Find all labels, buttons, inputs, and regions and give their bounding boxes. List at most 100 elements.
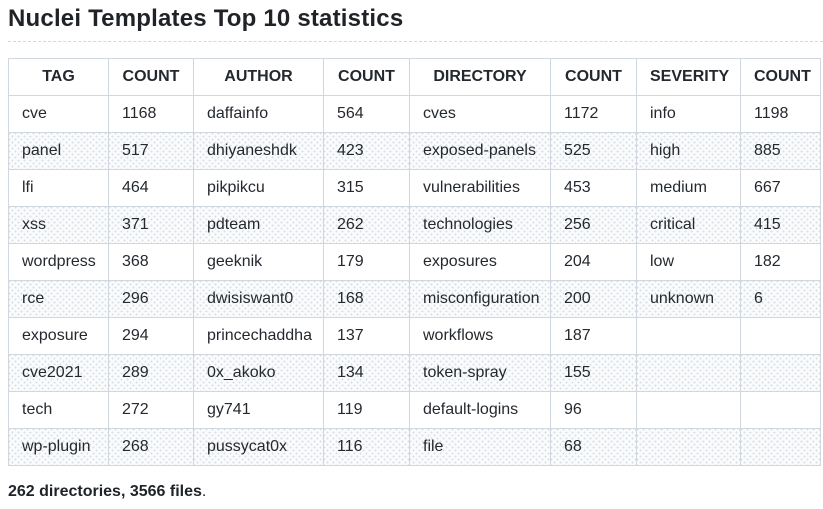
column-header: COUNT bbox=[108, 58, 194, 96]
column-header: COUNT bbox=[740, 58, 821, 96]
table-cell bbox=[740, 317, 821, 355]
footer-summary: 262 directories, 3566 files. bbox=[8, 482, 823, 502]
table-cell bbox=[740, 354, 821, 392]
table-cell: 296 bbox=[108, 280, 194, 318]
table-cell: 464 bbox=[108, 169, 194, 207]
table-row: cve 1168 daffainfo 564 cves 1172 info 1198 bbox=[8, 95, 821, 133]
table-cell: vulnerabilities bbox=[409, 169, 551, 207]
table-cell bbox=[636, 317, 741, 355]
table-cell: wordpress bbox=[8, 243, 109, 281]
table-cell: file bbox=[409, 428, 551, 466]
table-cell: default-logins bbox=[409, 391, 551, 429]
table-cell: 415 bbox=[740, 206, 821, 244]
table-cell: 368 bbox=[108, 243, 194, 281]
table-cell: workflows bbox=[409, 317, 551, 355]
table-cell: geeknik bbox=[193, 243, 324, 281]
table-cell: 564 bbox=[323, 95, 410, 133]
table-cell: 315 bbox=[323, 169, 410, 207]
table-cell: 525 bbox=[550, 132, 637, 170]
stats-table: TAG COUNT AUTHOR COUNT DIRECTORY COUNT SEVERIT… bbox=[8, 58, 821, 466]
table-cell: technologies bbox=[409, 206, 551, 244]
table-cell: token-spray bbox=[409, 354, 551, 392]
table-cell: info bbox=[636, 95, 741, 133]
table-row: panel 517 dhiyaneshdk 423 exposed-panels 525 h… bbox=[8, 132, 821, 170]
table-cell: cve bbox=[8, 95, 109, 133]
table-cell: 289 bbox=[108, 354, 194, 392]
table-row: wordpress 368 geeknik 179 exposures 204 low 182 bbox=[8, 243, 821, 281]
column-header: COUNT bbox=[550, 58, 637, 96]
table-cell: 134 bbox=[323, 354, 410, 392]
table-cell: low bbox=[636, 243, 741, 281]
table-cell: 200 bbox=[550, 280, 637, 318]
table-cell: gy741 bbox=[193, 391, 324, 429]
table-row: lfi 464 pikpikcu 315 vulnerabilities 453 mediu… bbox=[8, 169, 821, 207]
table-cell bbox=[636, 354, 741, 392]
table-row: rce 296 dwisiswant0 168 misconfiguration 200 u… bbox=[8, 280, 821, 318]
table-cell: 262 bbox=[323, 206, 410, 244]
table-row: tech 272 gy741 119 default-logins 96 bbox=[8, 391, 821, 429]
table-cell: 68 bbox=[550, 428, 637, 466]
column-header: AUTHOR bbox=[193, 58, 324, 96]
table-cell: 96 bbox=[550, 391, 637, 429]
table-cell: pikpikcu bbox=[193, 169, 324, 207]
table-cell: 116 bbox=[323, 428, 410, 466]
table-cell: dwisiswant0 bbox=[193, 280, 324, 318]
table-cell: 272 bbox=[108, 391, 194, 429]
table-cell: exposure bbox=[8, 317, 109, 355]
column-header: DIRECTORY bbox=[409, 58, 551, 96]
table-cell: rce bbox=[8, 280, 109, 318]
table-cell: 294 bbox=[108, 317, 194, 355]
column-header: TAG bbox=[8, 58, 109, 96]
header-row: TAG COUNT AUTHOR COUNT DIRECTORY COUNT SEVERIT… bbox=[8, 58, 821, 96]
table-cell: pdteam bbox=[193, 206, 324, 244]
table-cell: wp-plugin bbox=[8, 428, 109, 466]
table-cell: 0x_akoko bbox=[193, 354, 324, 392]
table-cell: 885 bbox=[740, 132, 821, 170]
stats-table-head: TAG COUNT AUTHOR COUNT DIRECTORY COUNT SEVERIT… bbox=[8, 58, 821, 96]
page-title: Nuclei Templates Top 10 statistics bbox=[8, 5, 823, 42]
table-cell: 168 bbox=[323, 280, 410, 318]
table-cell: 179 bbox=[323, 243, 410, 281]
table-cell: exposures bbox=[409, 243, 551, 281]
column-header: COUNT bbox=[323, 58, 410, 96]
table-cell: critical bbox=[636, 206, 741, 244]
table-cell: 268 bbox=[108, 428, 194, 466]
table-cell bbox=[740, 391, 821, 429]
table-cell: high bbox=[636, 132, 741, 170]
table-cell: princechaddha bbox=[193, 317, 324, 355]
stats-table-body: cve 1168 daffainfo 564 cves 1172 info 1198 panel… bbox=[8, 95, 821, 466]
table-cell: tech bbox=[8, 391, 109, 429]
footer-period: . bbox=[201, 483, 207, 500]
table-cell: daffainfo bbox=[193, 95, 324, 133]
table-cell: 119 bbox=[323, 391, 410, 429]
table-row: exposure 294 princechaddha 137 workflows 187 bbox=[8, 317, 821, 355]
table-cell: 1172 bbox=[550, 95, 637, 133]
table-cell: 453 bbox=[550, 169, 637, 207]
footer-stats-bold: 262 directories, 3566 files bbox=[8, 483, 202, 500]
table-cell: pussycat0x bbox=[193, 428, 324, 466]
table-cell: 371 bbox=[108, 206, 194, 244]
table-cell: 204 bbox=[550, 243, 637, 281]
table-cell: medium bbox=[636, 169, 741, 207]
table-cell: xss bbox=[8, 206, 109, 244]
table-cell: panel bbox=[8, 132, 109, 170]
table-cell: 423 bbox=[323, 132, 410, 170]
table-cell: unknown bbox=[636, 280, 741, 318]
column-header: SEVERITY bbox=[636, 58, 741, 96]
table-cell: cves bbox=[409, 95, 551, 133]
table-cell: 187 bbox=[550, 317, 637, 355]
table-cell bbox=[636, 428, 741, 466]
table-cell: lfi bbox=[8, 169, 109, 207]
table-cell: 256 bbox=[550, 206, 637, 244]
table-row: cve2021 289 0x_akoko 134 token-spray 155 bbox=[8, 354, 821, 392]
table-cell: exposed-panels bbox=[409, 132, 551, 170]
table-cell: 6 bbox=[740, 280, 821, 318]
table-row: wp-plugin 268 pussycat0x 116 file 68 bbox=[8, 428, 821, 466]
table-cell: 137 bbox=[323, 317, 410, 355]
table-cell: 155 bbox=[550, 354, 637, 392]
table-cell bbox=[740, 428, 821, 466]
table-row: xss 371 pdteam 262 technologies 256 critical 41… bbox=[8, 206, 821, 244]
table-cell bbox=[636, 391, 741, 429]
table-cell: 182 bbox=[740, 243, 821, 281]
